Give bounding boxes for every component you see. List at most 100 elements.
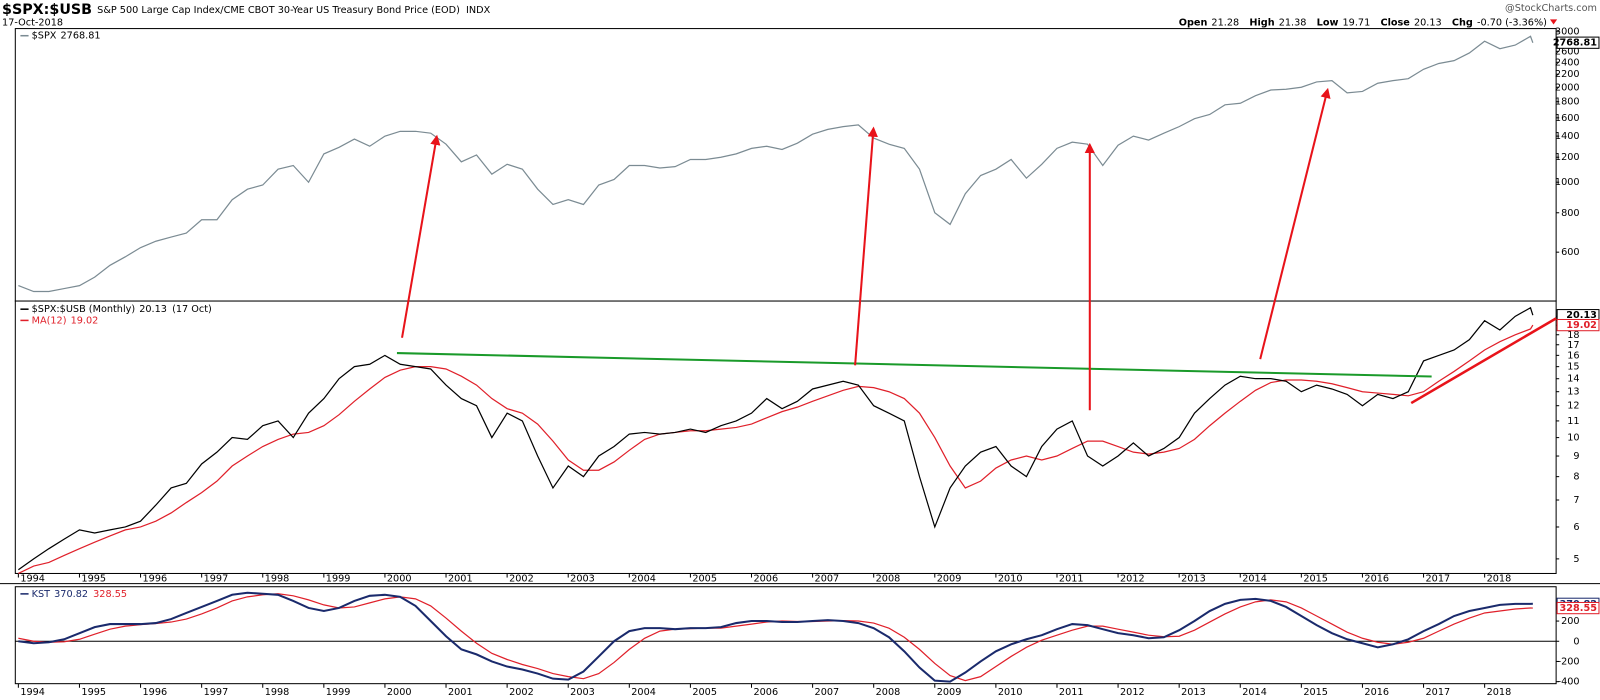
trend-line (1410, 317, 1557, 405)
y-tick-label: 15 (1567, 362, 1579, 373)
x-tick-label: 1999 (326, 574, 351, 585)
arrow (854, 126, 878, 366)
y-tick-label: 8 (1573, 472, 1579, 483)
quote-value: 21.28 (1211, 17, 1239, 28)
down-indicator (1550, 19, 1558, 25)
x-tick-label: 2014 (1242, 687, 1267, 698)
x-tick-label: 2000 (387, 574, 412, 585)
x-tick-label: 2006 (753, 687, 778, 698)
y-tick-label: 17 (1567, 340, 1579, 351)
y-tick-label: -400 (1558, 677, 1580, 688)
quote-label: Low (1317, 17, 1339, 28)
date: 17-Oct-2018 (2, 17, 63, 28)
x-tick-label: 1994 (20, 574, 45, 585)
series-line (18, 591, 1533, 683)
quote-label: Close (1380, 17, 1410, 28)
y-tick-label: 1400 (1555, 131, 1580, 142)
x-tick-label: 2007 (815, 687, 840, 698)
legend-name: $SPX:$USB (Monthly) (32, 304, 136, 315)
y-tick-label: 7 (1573, 495, 1579, 506)
x-tick-label: 2004 (631, 574, 656, 585)
last-value: 2768.81 (1553, 38, 1597, 49)
x-tick-label: 2002 (509, 687, 534, 698)
y-tick-label: 1200 (1555, 152, 1580, 163)
x-tick-label: 2016 (1364, 574, 1389, 585)
y-tick-label: 13 (1567, 387, 1579, 398)
y-tick-label: 10 (1567, 433, 1579, 444)
y-tick-label: 5 (1573, 554, 1579, 565)
quote-value: 21.38 (1279, 17, 1307, 28)
legend-name: KST (32, 589, 51, 600)
y-tick-label: 200 (1561, 616, 1580, 627)
series-line (18, 35, 1534, 293)
description: S&P 500 Large Cap Index/CME CBOT 30-Year… (97, 5, 460, 16)
x-tick-label: 2018 (1487, 687, 1512, 698)
legend-name: $SPX (32, 31, 57, 42)
x-tick-label: 2005 (692, 687, 717, 698)
last-value: 328.55 (1560, 603, 1598, 614)
y-tick-label: 600 (1561, 247, 1580, 258)
quote: Open 21.28 High 21.38 Low 19.71 Close 20.13 Chg -… (1179, 17, 1547, 28)
y-tick-label: 9 (1573, 451, 1579, 462)
last-value-box (1556, 318, 1600, 332)
x-tick-label: 2017 (1426, 687, 1451, 698)
x-tick-label: 2008 (876, 687, 901, 698)
legend-value: 328.55 (93, 589, 127, 600)
x-tick-label: 1996 (143, 687, 168, 698)
x-tick-label: 2015 (1303, 574, 1328, 585)
y-tick-label: 800 (1561, 208, 1580, 219)
y-tick-label: 2600 (1555, 46, 1580, 57)
x-tick-label: 2004 (631, 687, 656, 698)
x-tick-label: 1999 (326, 687, 351, 698)
legend-value: 20.13 (139, 304, 167, 315)
x-tick-label: 1997 (204, 687, 229, 698)
credit: @StockCharts.com (1505, 3, 1597, 14)
legend-name: MA(12) (32, 315, 67, 326)
last-value: 19.02 (1566, 320, 1597, 331)
x-tick-label: 1994 (20, 687, 45, 698)
y-tick-label: 1000 (1555, 177, 1580, 188)
x-tick-label: 2010 (998, 574, 1023, 585)
x-tick-label: 2009 (937, 687, 962, 698)
x-tick-label: 2010 (998, 687, 1023, 698)
y-tick-label: 6 (1573, 522, 1579, 533)
x-tick-label: 2008 (876, 574, 901, 585)
x-tick-label: 1996 (143, 574, 168, 585)
quote-label: Open (1179, 17, 1208, 28)
y-tick-label: 0 (1573, 636, 1579, 647)
y-tick-label: 18 (1567, 330, 1579, 341)
x-tick-label: 2006 (753, 574, 778, 585)
x-tick-label: 2013 (1181, 687, 1206, 698)
x-tick-label: 2017 (1426, 574, 1451, 585)
y-tick-label: -200 (1558, 656, 1580, 667)
x-tick-label: 1998 (265, 687, 290, 698)
x-tick-label: 2005 (692, 574, 717, 585)
legend-value: 370.82 (54, 589, 88, 600)
x-tick-label: 2016 (1364, 687, 1389, 698)
x-tick-label: 2014 (1242, 574, 1267, 585)
last-value-box (1556, 601, 1600, 615)
x-tick-label: 2002 (509, 574, 534, 585)
x-tick-label: 1995 (81, 574, 106, 585)
x-tick-label: 2003 (570, 687, 595, 698)
x-tick-label: 2001 (448, 574, 473, 585)
annotations (396, 87, 1557, 411)
y-tick-label: 12 (1567, 401, 1579, 412)
panel-frame (14, 586, 1557, 685)
legend-value: 2768.81 (61, 31, 101, 42)
quote-label: Chg (1452, 17, 1473, 28)
x-tick-label: 2000 (387, 687, 412, 698)
x-tick-label: 2011 (1059, 574, 1084, 585)
y-tick-label: 2200 (1555, 69, 1580, 80)
legend-value: 19.02 (71, 315, 99, 326)
x-tick-label: 2011 (1059, 687, 1084, 698)
x-tick-label: 2009 (937, 574, 962, 585)
x-tick-label: 2003 (570, 574, 595, 585)
y-tick-label: 1600 (1555, 113, 1580, 124)
plots: 6008001000120014001600180020002200240026… (15, 27, 1600, 698)
y-tick-label: 2000 (1555, 82, 1580, 93)
x-tick-label: 1995 (81, 687, 106, 698)
x-tick-label: 1997 (204, 574, 229, 585)
y-tick-label: 11 (1567, 416, 1579, 427)
